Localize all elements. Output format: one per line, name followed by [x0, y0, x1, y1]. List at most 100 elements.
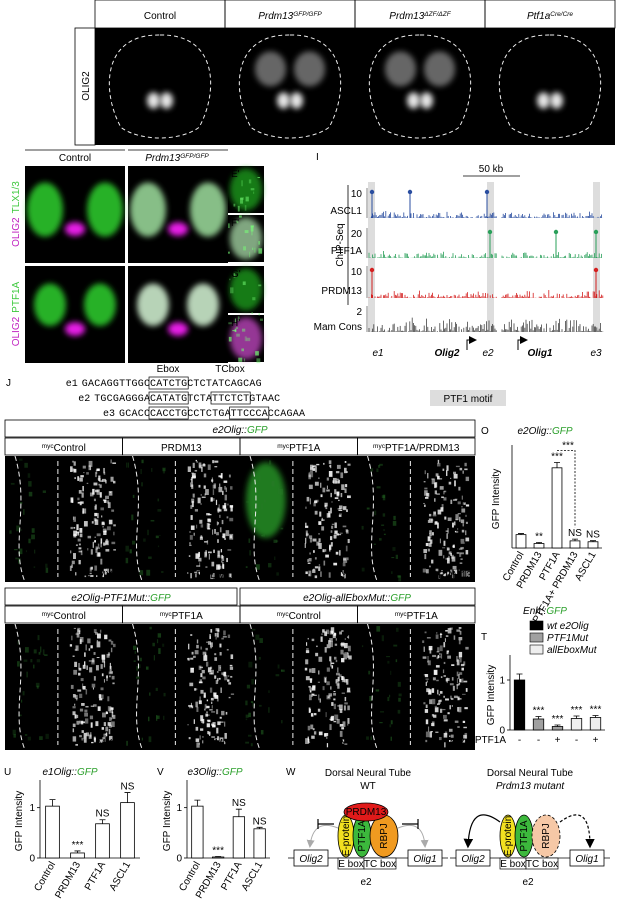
signal: [245, 718, 248, 721]
gene-label: Olig1: [527, 348, 552, 359]
signal: [75, 645, 79, 651]
bar: [551, 726, 564, 731]
signal: [99, 698, 103, 701]
signal: [445, 635, 449, 637]
highlight: [368, 182, 375, 332]
signal: [438, 575, 441, 579]
error-bar: [592, 715, 599, 718]
signal: [307, 562, 311, 564]
stain-label: PRDM13: [431, 570, 472, 581]
signal: [72, 711, 76, 716]
signal: [374, 510, 377, 516]
signal: [347, 538, 350, 544]
signal: [312, 693, 315, 696]
signal: [97, 706, 101, 711]
column-header-part: myc: [277, 611, 290, 618]
panel-letter: E': [231, 169, 240, 180]
micrograph: [485, 28, 615, 145]
signal: [20, 699, 23, 703]
signal: [324, 549, 327, 552]
signal: [229, 666, 234, 670]
factor-label: E-protein: [341, 816, 352, 857]
signal: [325, 712, 327, 718]
panel-letter: I: [316, 152, 319, 163]
bar: [232, 816, 245, 859]
signal: [322, 549, 325, 553]
signal: [198, 665, 202, 670]
signal: [103, 679, 105, 683]
significance: NS: [586, 530, 600, 541]
signal: [112, 682, 115, 685]
signal: [368, 670, 371, 675]
signal: [338, 674, 342, 678]
signal: [82, 510, 84, 515]
column-header-part: Control: [59, 153, 91, 164]
signal: [433, 669, 438, 675]
signal: [206, 723, 210, 728]
signal: [456, 678, 458, 684]
signal: [162, 468, 165, 474]
y-tick-label: 0: [29, 854, 35, 865]
signal: [453, 635, 456, 640]
signal: [426, 492, 430, 497]
chart-title-part: GFP: [77, 767, 98, 778]
signal: [71, 468, 75, 472]
signal: [366, 507, 370, 510]
signal: [72, 723, 76, 728]
column-header-part: myc: [42, 611, 55, 618]
signal: [19, 502, 23, 505]
signal: [463, 680, 468, 683]
signal: [463, 726, 467, 729]
signal: [293, 51, 326, 87]
signal: [23, 509, 25, 515]
signal: [309, 668, 312, 673]
significance: **: [535, 531, 543, 542]
signal: [424, 504, 426, 507]
signal: [439, 699, 442, 702]
signal: [233, 203, 236, 207]
signal: [240, 198, 244, 204]
signal: [88, 465, 92, 471]
signal: [157, 545, 160, 548]
signal: [110, 721, 115, 728]
signal: [12, 729, 16, 735]
signal: [215, 636, 217, 640]
signal: [458, 656, 460, 660]
signal: [429, 647, 432, 654]
signal: [336, 478, 339, 480]
signal: [338, 505, 343, 510]
signal: [188, 737, 191, 740]
signal: [95, 546, 98, 550]
signal: [194, 571, 197, 574]
signal: [71, 635, 73, 641]
y-tick-label: 1: [29, 803, 35, 814]
signal: [451, 697, 454, 700]
factor-label: PTF1A: [357, 820, 368, 851]
signal: [308, 573, 310, 576]
signal: [440, 653, 443, 659]
signal: [312, 464, 317, 467]
signal: [140, 468, 142, 475]
signal: [214, 632, 217, 637]
signal: [310, 724, 314, 730]
signal: [456, 684, 458, 690]
signal: [438, 736, 442, 741]
signal: [450, 695, 452, 700]
signal: [250, 188, 255, 191]
signal: [100, 538, 103, 544]
signal: [191, 668, 194, 670]
signal: [425, 704, 428, 709]
signal: [110, 568, 113, 573]
signal: [103, 530, 107, 536]
error-bar: [124, 792, 131, 803]
signal: [439, 645, 443, 652]
signal: [75, 698, 78, 701]
signal: [431, 688, 435, 693]
signal: [322, 629, 325, 633]
signal: [90, 566, 93, 570]
signal: [101, 658, 106, 663]
signal: [203, 485, 206, 489]
signal: [329, 464, 331, 468]
error-bar: [573, 715, 580, 719]
signal: [18, 557, 21, 564]
